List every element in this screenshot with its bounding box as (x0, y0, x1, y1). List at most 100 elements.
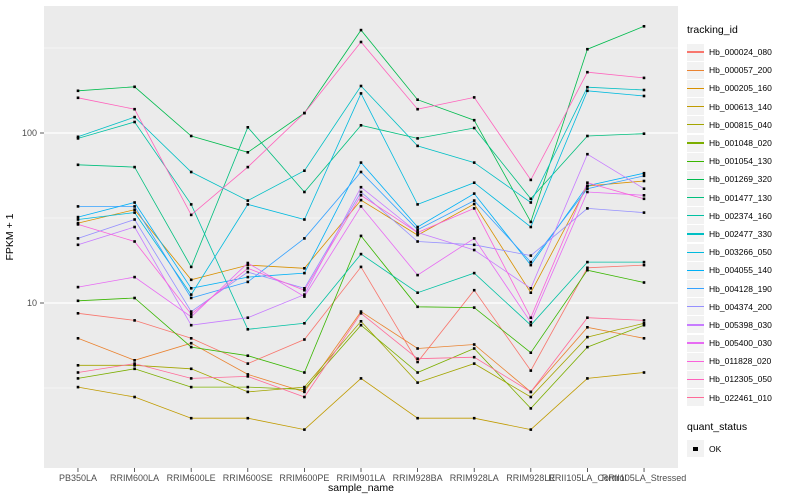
legend-key (687, 134, 704, 152)
legend-item-Hb_000815_040: Hb_000815_040 (687, 116, 799, 134)
legend-key (687, 389, 704, 407)
quant-legend-item: OK (687, 440, 799, 458)
legend-item-label: Hb_000057_200 (709, 65, 772, 76)
legend-line-swatch (687, 215, 704, 217)
legend-item-label: Hb_001054_130 (709, 156, 772, 167)
legend-item-label: Hb_001269_320 (709, 174, 772, 185)
legend-item-Hb_004374_200: Hb_004374_200 (687, 298, 799, 316)
legend-item-Hb_000205_160: Hb_000205_160 (687, 79, 799, 97)
series-points-Hb_000815_040 (76, 320, 646, 399)
legend-title-tracking-id: tracking_id (687, 24, 738, 36)
x-tick-label: RRII105LA_Stressed (602, 473, 687, 483)
quant-status-label: OK (709, 443, 722, 454)
legend: tracking_id Hb_000024_080 Hb_000057_200 Hb… (687, 24, 799, 458)
series-points-Hb_005398_030 (76, 152, 646, 327)
legend-item-label: Hb_000205_160 (709, 83, 772, 94)
series-points-Hb_004128_190 (76, 170, 646, 300)
legend-key (687, 334, 704, 352)
x-tick-label: RRII105LA_Control (548, 473, 626, 483)
legend-item-Hb_012305_050: Hb_012305_050 (687, 370, 799, 388)
legend-key (687, 207, 704, 225)
legend-item-Hb_005400_030: Hb_005400_030 (687, 334, 799, 352)
legend-item-label: Hb_000613_140 (709, 101, 772, 112)
legend-item-label: Hb_012305_050 (709, 374, 772, 385)
legend-line-swatch (687, 196, 704, 199)
legend-line-swatch (687, 251, 704, 253)
quant-status-block: quant_status OK (687, 421, 799, 458)
legend-key (687, 280, 704, 298)
legend-key (687, 189, 704, 207)
y-axis-ticks (40, 132, 44, 304)
legend-item-label: Hb_004128_190 (709, 283, 772, 294)
x-tick-label: RRIM901LA (336, 473, 385, 483)
legend-item-label: Hb_005400_030 (709, 338, 772, 349)
x-tick-label: RRIM600PE (279, 473, 329, 483)
x-tick-label: RRIM928LE (506, 473, 555, 483)
legend-item-Hb_005398_030: Hb_005398_030 (687, 316, 799, 334)
legend-line-swatch (687, 397, 704, 399)
quant-legend-items: OK (687, 440, 799, 458)
legend-key (687, 98, 704, 116)
legend-key (687, 79, 704, 97)
legend-line-swatch (687, 142, 704, 144)
legend-item-label: Hb_001048_020 (709, 138, 772, 149)
y-tick-label: 100 (22, 128, 37, 138)
legend-line-swatch (687, 178, 704, 181)
x-tick-label: RRIM928LA (450, 473, 499, 483)
legend-line-swatch (687, 360, 704, 362)
legend-key (687, 225, 704, 243)
series-points-Hb_004374_200 (76, 190, 646, 313)
legend-item-Hb_004055_140: Hb_004055_140 (687, 261, 799, 279)
legend-item-label: Hb_001477_130 (709, 192, 772, 203)
legend-item-Hb_002374_160: Hb_002374_160 (687, 207, 799, 225)
y-tick-label: 10 (27, 298, 37, 308)
legend-line-swatch (687, 378, 704, 381)
legend-item-Hb_022461_010: Hb_022461_010 (687, 389, 799, 407)
legend-key (687, 316, 704, 334)
legend-item-label: Hb_002374_160 (709, 210, 772, 221)
legend-key (687, 440, 704, 458)
series-points-Hb_002374_160 (76, 120, 646, 331)
series-points-Hb_005400_030 (76, 190, 646, 324)
legend-line-swatch (687, 324, 704, 326)
legend-item-Hb_001048_020: Hb_001048_020 (687, 134, 799, 152)
legend-key (687, 170, 704, 188)
legend-item-Hb_000057_200: Hb_000057_200 (687, 61, 799, 79)
legend-key (687, 152, 704, 170)
x-axis-labels: PB350LA RRIM600LA RRIM600LE RRIM600SE RRIM60… (59, 473, 686, 483)
series-points-Hb_012305_050 (76, 40, 646, 217)
legend-item-Hb_004128_190: Hb_004128_190 (687, 279, 799, 298)
legend-key (687, 243, 704, 261)
grid-major (44, 132, 678, 304)
legend-item-Hb_011828_020: Hb_011828_020 (687, 352, 799, 370)
legend-line-swatch (687, 106, 704, 108)
legend-item-label: Hb_002477_330 (709, 228, 772, 239)
legend-item-label: Hb_022461_010 (709, 392, 772, 403)
legend-item-label: Hb_004055_140 (709, 265, 772, 276)
legend-title-quant-status: quant_status (687, 420, 748, 433)
legend-item-Hb_001269_320: Hb_001269_320 (687, 170, 799, 188)
legend-line-swatch (687, 269, 704, 271)
legend-line-swatch (687, 51, 704, 53)
legend-item-label: Hb_011828_020 (709, 356, 772, 367)
legend-line-swatch (687, 306, 704, 308)
legend-line-swatch (687, 69, 704, 71)
legend-line-swatch (687, 342, 704, 344)
legend-line-swatch (687, 124, 704, 126)
legend-items: Hb_000024_080 Hb_000057_200 Hb_000205_160 H… (687, 43, 799, 407)
series-points-Hb_004055_140 (76, 161, 646, 290)
legend-item-label: Hb_003266_050 (709, 247, 772, 258)
legend-item-Hb_003266_050: Hb_003266_050 (687, 243, 799, 261)
legend-line-swatch (687, 87, 704, 90)
legend-item-label: Hb_000815_040 (709, 119, 772, 130)
legend-item-Hb_002477_330: Hb_002477_330 (687, 225, 799, 243)
legend-item-Hb_000613_140: Hb_000613_140 (687, 98, 799, 116)
x-tick-label: RRIM928BA (393, 473, 443, 483)
legend-item-label: Hb_000024_080 (709, 47, 772, 58)
y-axis-labels: 100 10 (22, 128, 37, 308)
series-points-Hb_011828_020 (76, 181, 646, 319)
legend-key (687, 261, 704, 279)
x-axis-ticks (77, 468, 645, 472)
